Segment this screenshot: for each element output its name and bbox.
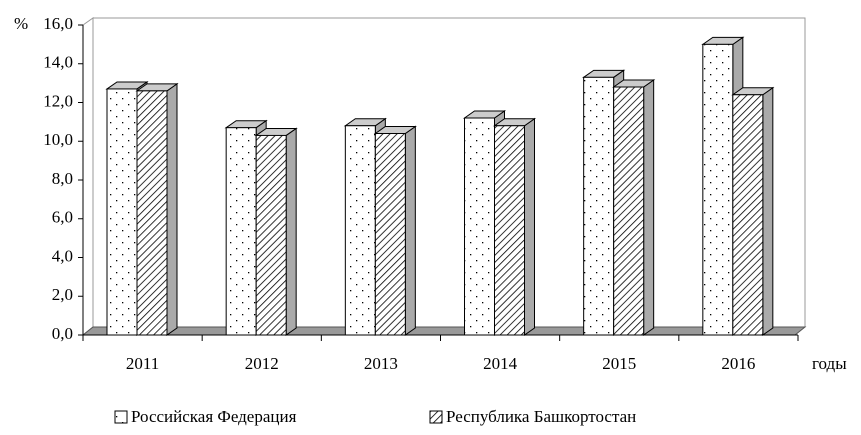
- legend-swatch: [114, 410, 128, 424]
- bar-side: [404, 125, 416, 336]
- y-tick-label: 4,0: [52, 246, 73, 265]
- y-tick-label: 8,0: [52, 169, 73, 188]
- bar: [225, 127, 257, 336]
- y-tick-label: 14,0: [43, 53, 73, 72]
- back-wall: [92, 17, 806, 328]
- y-tick-label: 10,0: [43, 130, 73, 149]
- bar-side: [762, 86, 774, 336]
- legend-label: Российская Федерация: [131, 407, 297, 426]
- x-axis-label: годы: [812, 354, 847, 373]
- y-tick-label: 0,0: [52, 324, 73, 343]
- bar: [583, 76, 615, 336]
- bar-side: [285, 127, 297, 336]
- x-tick-label: 2013: [364, 354, 398, 373]
- x-tick-label: 2014: [483, 354, 518, 373]
- bar-side: [643, 79, 655, 336]
- x-tick-label: 2012: [245, 354, 279, 373]
- floor: [81, 326, 807, 336]
- legend-label: Республика Башкортостан: [446, 407, 636, 426]
- y-tick-label: 12,0: [43, 91, 73, 110]
- bar: [106, 88, 138, 336]
- x-tick-label: 2015: [602, 354, 636, 373]
- legend-swatch: [429, 410, 443, 424]
- y-tick-label: 16,0: [43, 14, 73, 33]
- x-tick-label: 2011: [126, 354, 159, 373]
- bar: [136, 90, 168, 336]
- bar: [732, 94, 764, 336]
- y-tick-label: 6,0: [52, 208, 73, 227]
- bar: [344, 125, 376, 336]
- bar: [494, 125, 525, 336]
- bar: [464, 117, 495, 336]
- bar-side: [524, 117, 535, 336]
- bar: [613, 86, 645, 336]
- bar: [255, 134, 287, 336]
- bar-side: [166, 82, 178, 336]
- y-axis-label: %: [14, 14, 28, 33]
- y-tick-label: 2,0: [52, 285, 73, 304]
- bar: [374, 133, 406, 336]
- x-tick-label: 2016: [721, 354, 755, 373]
- bar: [702, 43, 734, 336]
- side-wall: [82, 17, 94, 337]
